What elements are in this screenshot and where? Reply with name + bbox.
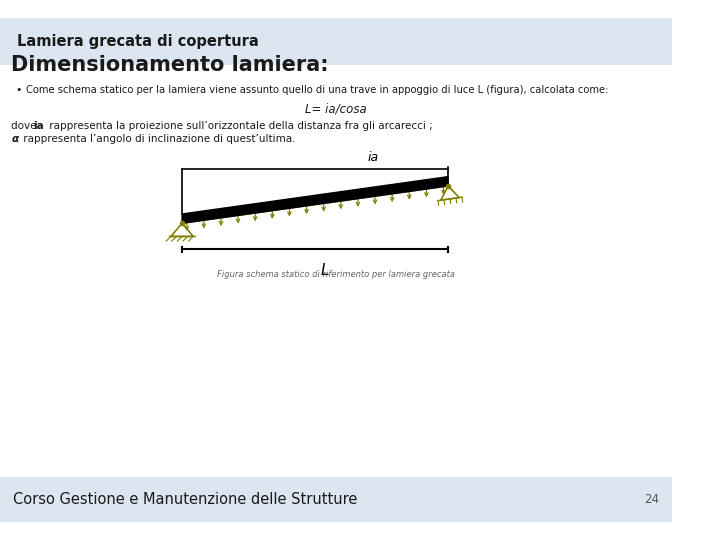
Bar — [0, 18, 672, 65]
Text: L: L — [320, 262, 329, 278]
Text: L= ia/cosa: L= ia/cosa — [305, 103, 367, 116]
Text: •: • — [15, 85, 22, 95]
Text: 24: 24 — [644, 493, 660, 506]
Text: Corso Gestione e Manutenzione delle Strutture: Corso Gestione e Manutenzione delle Stru… — [13, 492, 357, 507]
Text: Lamiera grecata di copertura: Lamiera grecata di copertura — [17, 33, 258, 49]
Text: dove: dove — [12, 121, 40, 131]
Text: rappresenta l’angolo di inclinazione di quest’ultima.: rappresenta l’angolo di inclinazione di … — [19, 134, 295, 144]
Text: rappresenta la proiezione sull’orizzontale della distanza fra gli arcarecci ;: rappresenta la proiezione sull’orizzonta… — [46, 121, 433, 131]
Text: ia: ia — [368, 151, 379, 164]
Bar — [0, 477, 672, 522]
Polygon shape — [182, 177, 448, 224]
Text: ia: ia — [34, 121, 45, 131]
Text: Come schema statico per la lamiera viene assunto quello di una trave in appoggio: Come schema statico per la lamiera viene… — [26, 85, 608, 95]
Text: α: α — [12, 134, 18, 144]
Text: Figura schema statico di riferimento per lamiera grecata: Figura schema statico di riferimento per… — [217, 270, 455, 279]
Text: Dimensionamento lamiera:: Dimensionamento lamiera: — [12, 55, 329, 75]
